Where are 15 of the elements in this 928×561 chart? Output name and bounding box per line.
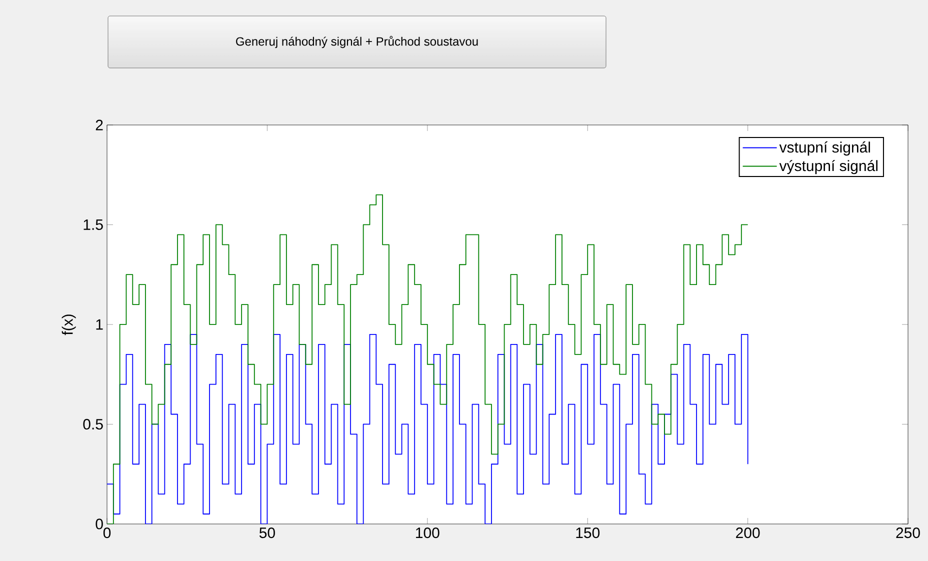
y-tick-label: 1.5 [84,220,103,230]
legend-label: vstupní signál [779,141,870,156]
x-tick-label: 200 [736,528,760,538]
x-tick-label: 100 [416,528,440,538]
legend-label: výstupní signál [779,160,878,174]
y-tick-label: 1 [96,319,103,330]
x-tick-label: 250 [896,528,920,538]
y-axis-title: f(x) [62,314,76,336]
y-tick-label: 0 [96,518,103,530]
y-tick-label: 0.5 [83,418,103,430]
chart-title: Generuj náhodný signál + Průchod soustavou [236,36,478,48]
x-tick-label: 0 [103,528,111,538]
x-tick-label: 150 [576,528,600,538]
y-tick-label: 2 [96,120,103,130]
x-tick-label: 50 [259,528,275,538]
